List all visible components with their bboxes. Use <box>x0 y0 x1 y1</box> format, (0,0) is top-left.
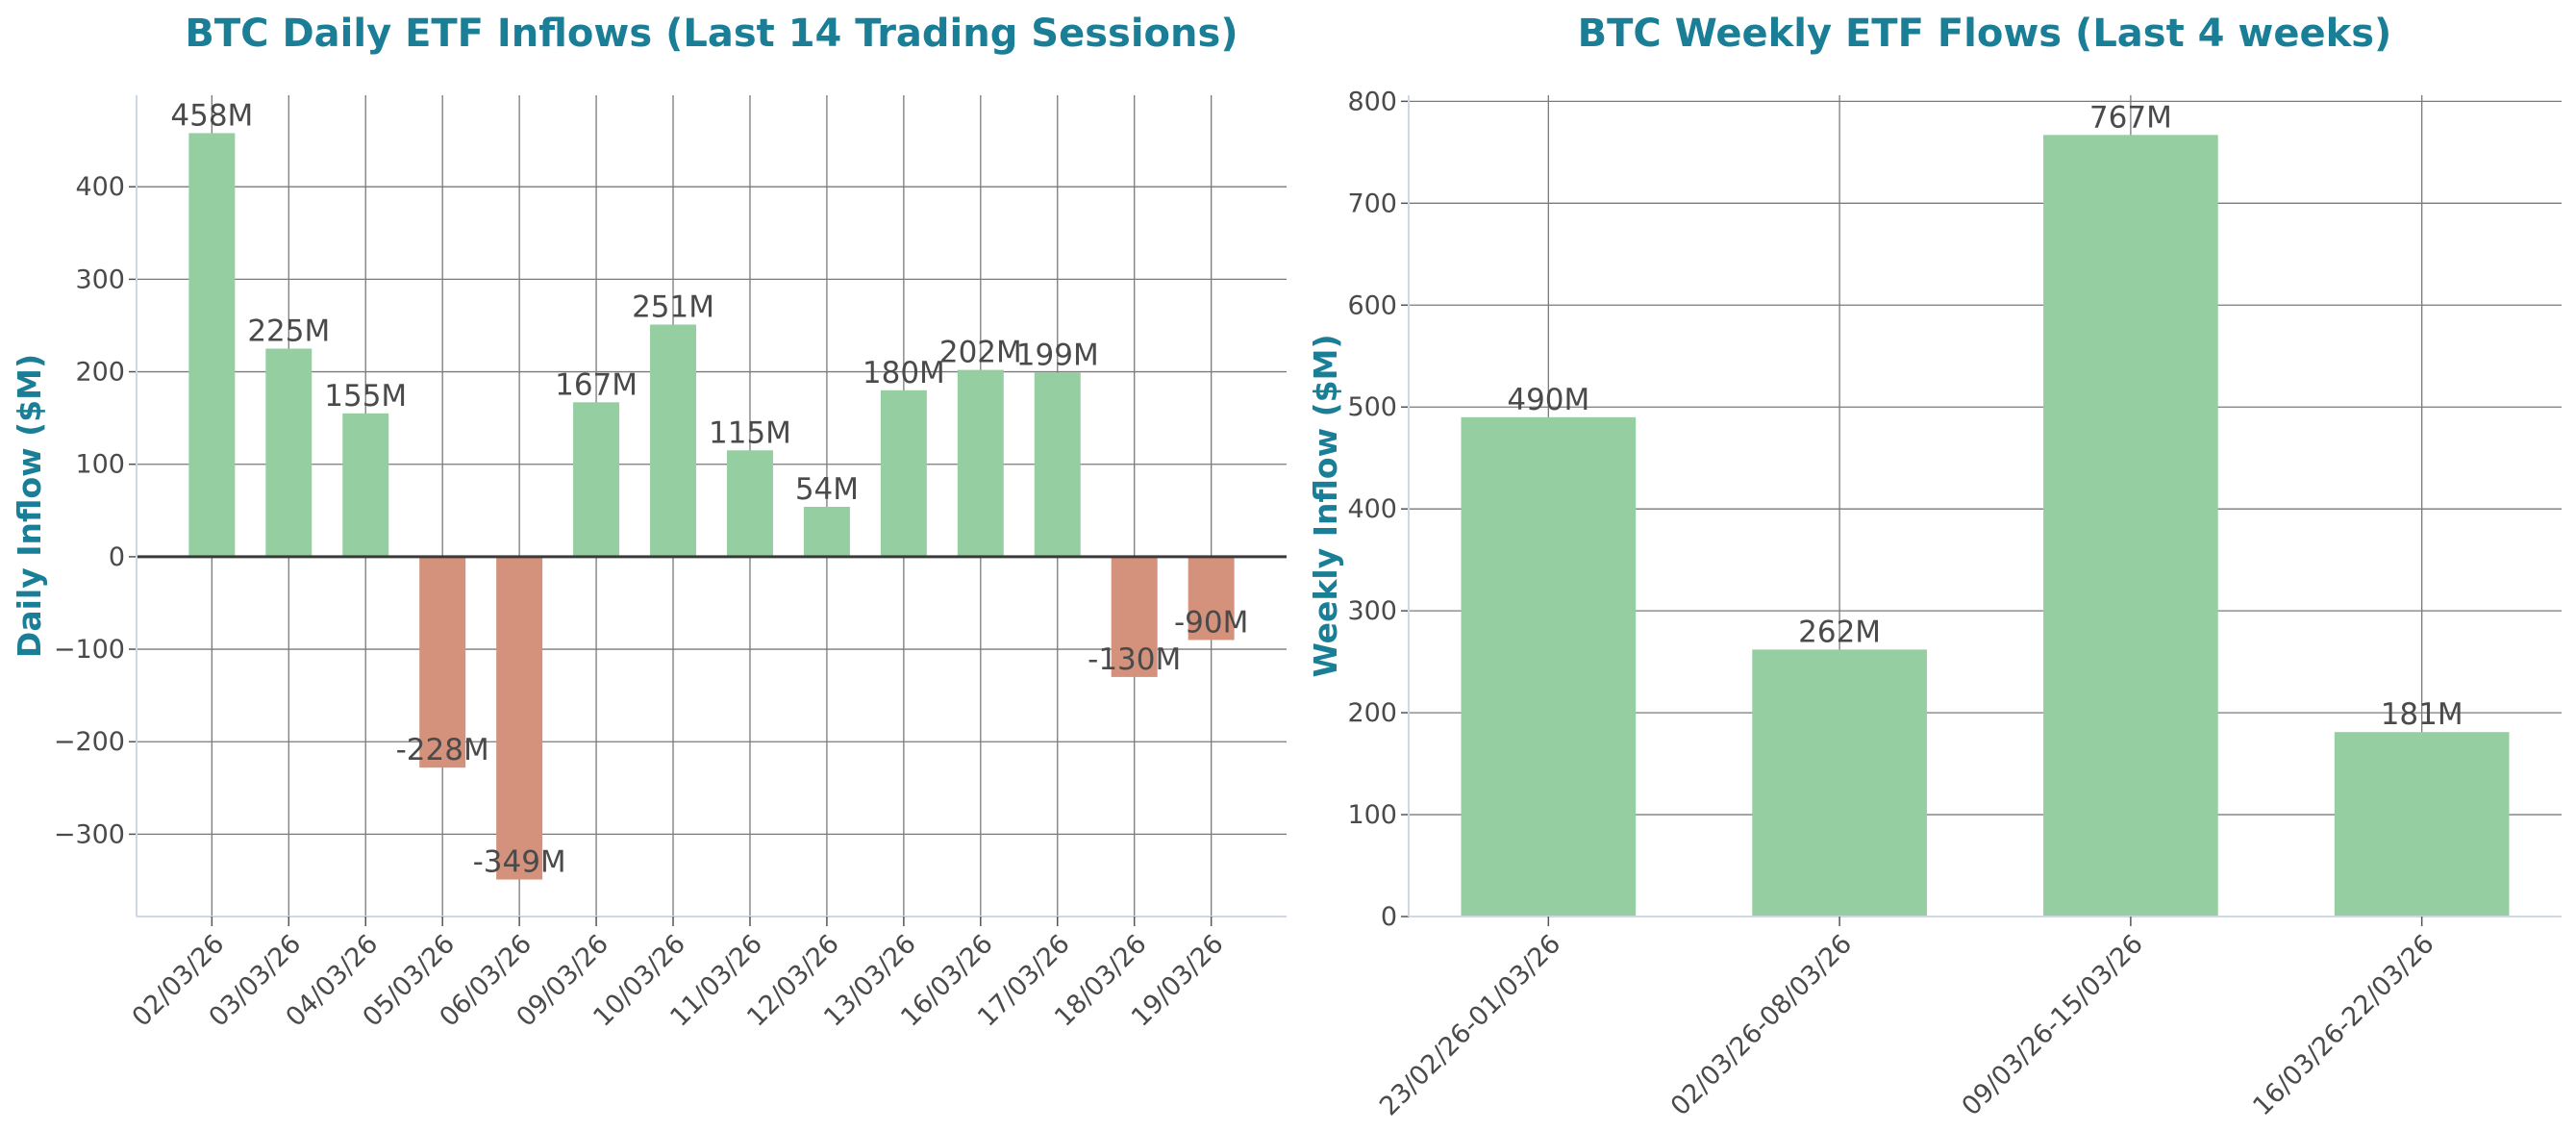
daily-bar <box>957 369 1004 557</box>
weekly-data-label: 490M <box>1507 383 1589 417</box>
daily-data-label: -349M <box>473 845 566 880</box>
daily-bar <box>496 556 543 880</box>
weekly-x-tick-label: 09/03/26-15/03/26 <box>1957 929 2149 1121</box>
daily-bar <box>342 413 389 557</box>
weekly-y-tick-label: 0 <box>1381 902 1397 932</box>
weekly-data-label: 262M <box>1798 615 1881 649</box>
daily-data-label: -228M <box>396 733 489 767</box>
daily-chart-title: BTC Daily ETF Inflows (Last 14 Trading S… <box>185 12 1238 56</box>
weekly-data-label: 767M <box>2089 100 2172 135</box>
daily-bar <box>188 133 236 557</box>
daily-plot-area: −300 −200 −100 0 100 200 300 400 458M 225M 155M -22… <box>54 95 1287 1033</box>
weekly-y-axis-label: Weekly Inflow ($M) <box>1307 334 1344 677</box>
daily-y-tick-label: −300 <box>54 819 125 849</box>
daily-bar <box>1111 556 1158 677</box>
daily-bar <box>650 324 697 557</box>
weekly-chart-title: BTC Weekly ETF Flows (Last 4 weeks) <box>1578 12 2392 56</box>
weekly-x-tick-label: 23/02/26-01/03/26 <box>1374 929 1566 1121</box>
daily-bar <box>726 450 773 557</box>
daily-y-tick-label: 300 <box>75 264 125 294</box>
weekly-bar <box>2334 732 2510 917</box>
daily-data-label: 115M <box>709 415 791 450</box>
weekly-y-tick-label: 600 <box>1347 290 1397 320</box>
daily-bar <box>1034 372 1081 557</box>
weekly-y-tick-label: 400 <box>1347 494 1397 524</box>
daily-data-label: -130M <box>1088 642 1181 677</box>
daily-y-tick-label: 400 <box>75 172 125 202</box>
daily-y-tick-label: 100 <box>75 450 125 480</box>
daily-data-label: 225M <box>247 314 330 349</box>
weekly-bar <box>2043 135 2218 917</box>
weekly-x-tick-label: 02/03/26-08/03/26 <box>1665 929 1858 1121</box>
daily-data-label: 202M <box>939 336 1022 370</box>
weekly-y-tick-label: 300 <box>1347 596 1397 626</box>
daily-data-label: 54M <box>795 472 859 507</box>
weekly-x-tick-label: 16/03/26-22/03/26 <box>2247 929 2439 1121</box>
daily-bar <box>1188 556 1235 641</box>
daily-bar <box>265 348 313 557</box>
weekly-bar <box>1461 416 1637 917</box>
daily-y-axis-label: Daily Inflow ($M) <box>11 354 48 658</box>
weekly-bar <box>1752 649 1927 917</box>
weekly-data-label: 181M <box>2381 697 2463 732</box>
daily-y-tick-label: 200 <box>75 358 125 388</box>
weekly-y-tick-label: 700 <box>1347 188 1397 218</box>
weekly-y-tick-label: 800 <box>1347 87 1397 116</box>
daily-bar <box>573 402 620 557</box>
daily-data-label: 167M <box>555 367 638 402</box>
daily-y-tick-label: 0 <box>109 542 125 572</box>
daily-data-label: 251M <box>632 290 714 325</box>
weekly-y-tick-label: 200 <box>1347 698 1397 728</box>
daily-y-tick-label: −200 <box>54 727 125 757</box>
daily-data-label: 199M <box>1016 339 1099 373</box>
daily-data-label: 458M <box>170 98 253 133</box>
daily-y-tick-label: −100 <box>54 635 125 665</box>
daily-data-label: -90M <box>1174 605 1248 640</box>
daily-bar <box>803 506 850 557</box>
daily-bar <box>880 390 927 557</box>
daily-data-label: 155M <box>324 379 407 414</box>
weekly-plot-area: 0 100 200 300 400 500 600 700 800 490M 262M 767M 181… <box>1347 87 2562 1121</box>
weekly-y-tick-label: 500 <box>1347 392 1397 422</box>
daily-data-label: 180M <box>863 356 945 390</box>
daily-bar <box>419 556 466 768</box>
weekly-y-tick-label: 100 <box>1347 800 1397 830</box>
